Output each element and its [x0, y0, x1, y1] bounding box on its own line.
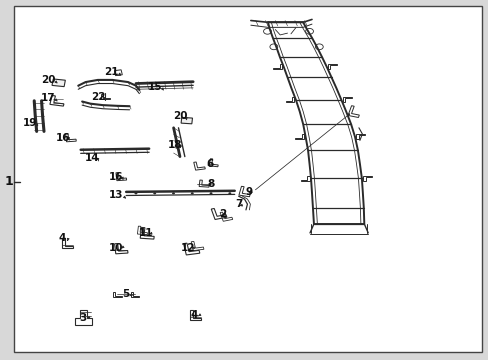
Text: 9: 9: [245, 186, 252, 197]
Text: 15: 15: [148, 82, 163, 92]
Text: 10: 10: [109, 243, 123, 253]
Text: 16: 16: [109, 172, 123, 182]
Text: 20: 20: [41, 75, 55, 85]
Text: 13: 13: [109, 190, 123, 200]
FancyBboxPatch shape: [14, 6, 481, 352]
Text: 12: 12: [181, 243, 195, 253]
Text: 3: 3: [80, 312, 86, 323]
Text: 22: 22: [91, 92, 106, 102]
Circle shape: [172, 192, 175, 194]
Text: 7: 7: [234, 199, 242, 210]
Text: 11: 11: [138, 228, 153, 238]
Text: 17: 17: [41, 93, 55, 103]
Circle shape: [209, 192, 212, 194]
Text: 1: 1: [4, 175, 13, 188]
Polygon shape: [181, 117, 192, 124]
Circle shape: [153, 192, 156, 194]
Text: 21: 21: [104, 67, 119, 77]
Circle shape: [228, 192, 231, 194]
Text: 6: 6: [206, 159, 213, 169]
Text: 2: 2: [219, 209, 225, 219]
Text: 4: 4: [59, 233, 66, 243]
Text: 20: 20: [172, 111, 187, 121]
Polygon shape: [52, 79, 65, 87]
Text: 16: 16: [55, 132, 70, 143]
Circle shape: [134, 192, 137, 194]
Text: 5: 5: [122, 289, 129, 300]
Text: 19: 19: [23, 118, 38, 128]
Circle shape: [190, 192, 193, 194]
Text: 4: 4: [190, 310, 198, 320]
Text: 18: 18: [167, 140, 182, 150]
Text: 8: 8: [207, 179, 214, 189]
Text: 14: 14: [84, 153, 99, 163]
